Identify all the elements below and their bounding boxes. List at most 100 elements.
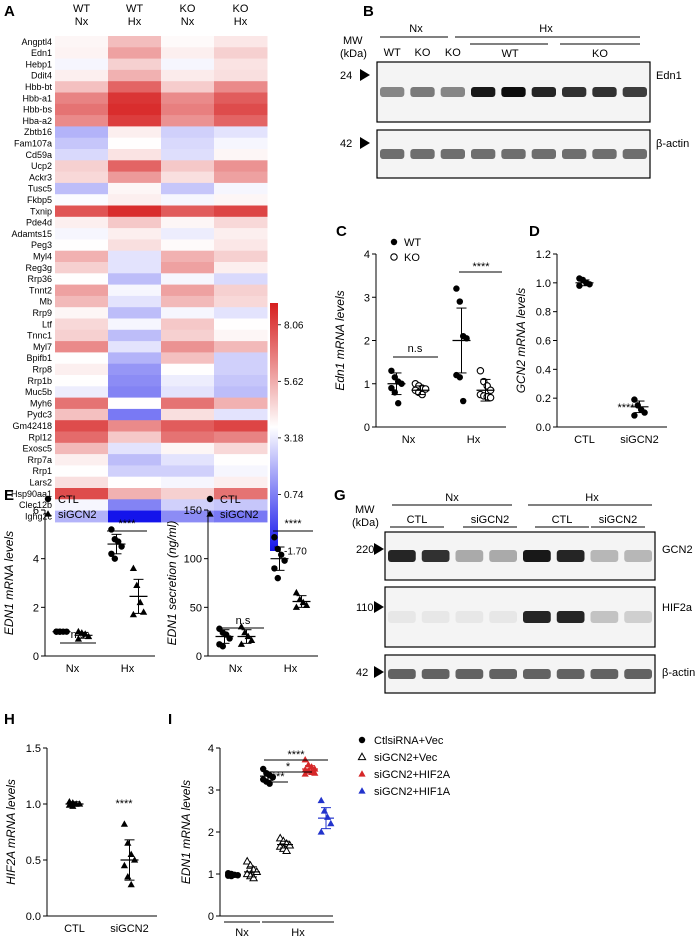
group-label: CTL	[552, 514, 573, 526]
heatmap-cell	[108, 454, 162, 466]
color-scale-tick-label: 5.62	[284, 377, 304, 388]
significance-label: ****	[284, 518, 302, 530]
heatmap-cell	[108, 386, 162, 399]
heatmap-row-label: Cd59a	[25, 150, 52, 160]
heatmap-row-label: Hbb-a1	[22, 93, 52, 103]
heatmap-cell	[55, 442, 109, 455]
heatmap-cell	[214, 47, 268, 60]
hif2a-blot-frame	[384, 586, 656, 648]
heatmap-cell	[108, 375, 162, 387]
heatmap-row-label: Angptl4	[21, 37, 52, 47]
y-tick-label: 150	[184, 505, 202, 517]
heatmap-cell	[55, 352, 109, 365]
y-tick-label: 1.0	[536, 278, 551, 290]
x-tick-label: Hx	[467, 434, 481, 446]
heatmap-cell	[161, 194, 215, 206]
heatmap-cell	[55, 239, 109, 252]
x-tick-label: CTL	[574, 434, 595, 446]
y-tick-label: 0	[33, 651, 39, 663]
mw-marker: 42	[356, 667, 368, 679]
gcn2-blot-band	[523, 550, 551, 562]
y-tick-label: 2	[208, 827, 214, 839]
heatmap-cell	[161, 115, 215, 127]
band-name: β-actin	[662, 667, 695, 679]
panel-label-b: B	[363, 3, 374, 20]
scatter-plot-panel-f: 0 50 100 150 EDN1 secretion (ng/ml) Nx Hx n.s **…	[165, 494, 318, 675]
panel-label-c: C	[336, 223, 347, 240]
x-tick-label: Nx	[235, 927, 249, 939]
y-tick-label: 50	[190, 602, 202, 614]
heatmap-cell	[161, 499, 215, 512]
heatmap-row-label: Fkbp5	[27, 195, 52, 205]
legend-label: siGCN2+Vec	[374, 752, 438, 764]
heatmap-cell	[161, 284, 215, 297]
heatmap-cell	[108, 341, 162, 353]
x-tick-label: Hx	[121, 663, 135, 675]
heatmap-cell	[161, 149, 215, 161]
header-hx: Hx	[539, 23, 553, 35]
heatmap-col-condition: Hx	[234, 16, 248, 28]
heatmap-row-label: Ltf	[42, 319, 53, 329]
heatmap-row-label: Pde4d	[26, 218, 52, 228]
y-tick-label: 2	[33, 602, 39, 614]
heatmap-row-label: Rrp1b	[27, 376, 52, 386]
legend-label: CTL	[58, 494, 79, 506]
heatmap-cell	[214, 397, 268, 410]
heatmap-row-label: Edn1	[31, 48, 52, 58]
panel-label-h: H	[4, 711, 15, 728]
scatter-plot-panel-h: 0.0 0.5 1.0 1.5 HIF2A mRNA levels CTL siGCN2 **…	[4, 743, 157, 935]
heatmap-cell	[55, 408, 109, 421]
gcn2-blot-band	[489, 550, 517, 562]
heatmap-cell	[108, 81, 162, 93]
y-tick-label: 1	[364, 379, 370, 391]
heatmap-cell	[161, 205, 215, 218]
heatmap-cell	[161, 442, 215, 455]
x-tick-label: Hx	[291, 927, 305, 939]
heatmap-cell	[214, 137, 268, 150]
heatmap-row-label: Tusc5	[28, 184, 52, 194]
heatmap-cell	[161, 182, 215, 195]
data-point	[136, 598, 144, 606]
heatmap-cell	[161, 262, 215, 274]
heatmap-cell	[161, 408, 215, 421]
heatmap-cell	[214, 115, 268, 127]
heatmap-cell	[55, 103, 109, 116]
y-tick-label: 0	[196, 651, 202, 663]
heatmap-row-label: Muc5b	[25, 387, 52, 397]
heatmap-cell	[214, 273, 268, 286]
data-point	[120, 820, 128, 827]
heatmap-cell	[55, 329, 109, 342]
heatmap-cell	[108, 58, 162, 71]
band-name: Edn1	[656, 70, 682, 82]
heatmap-cell	[214, 386, 268, 399]
significance-label: ****	[118, 518, 136, 530]
data-point	[476, 367, 485, 375]
heatmap-cell	[161, 465, 215, 478]
y-tick-label: 4	[364, 249, 370, 261]
data-point	[242, 856, 252, 865]
mw-marker: 42	[340, 138, 352, 150]
group-label-wt: WT	[501, 48, 518, 60]
panel-label-e: E	[4, 487, 14, 504]
heatmap-cell	[161, 488, 215, 500]
heatmap-col-genotype: KO	[180, 3, 196, 15]
actin-blot-band	[380, 149, 405, 159]
heatmap-cell	[55, 81, 109, 93]
actin-blot-band	[624, 669, 652, 679]
data-point	[390, 238, 398, 246]
heatmap-cell	[108, 284, 162, 297]
data-point	[206, 495, 214, 503]
heatmap-cell	[55, 420, 109, 432]
data-point	[129, 610, 137, 618]
heatmap-cell	[108, 103, 162, 116]
lane-label: WT	[384, 47, 401, 59]
heatmap-cell	[214, 454, 268, 466]
heatmap-cell	[161, 239, 215, 252]
heatmap-row-label: Myh6	[30, 398, 52, 408]
heatmap-cell	[55, 36, 109, 48]
heatmap-cell	[108, 92, 162, 105]
heatmap-cell	[108, 160, 162, 173]
hif2a-blot-band	[388, 611, 416, 623]
legend-label: siGCN2	[220, 509, 259, 521]
heatmap-cell	[214, 318, 268, 331]
